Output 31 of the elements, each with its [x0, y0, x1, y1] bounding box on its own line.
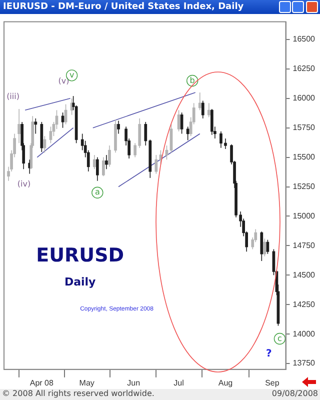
y-tick-label: 14750: [292, 240, 316, 250]
y-tick-label: 14500: [292, 270, 316, 280]
annotation: Daily: [64, 275, 96, 288]
annotation: EURUSD: [36, 244, 124, 267]
annotation: ?: [266, 348, 272, 360]
y-tick-label: 15000: [292, 211, 316, 220]
y-tick-label: 16500: [292, 34, 316, 44]
y-tick-label: 14000: [292, 329, 316, 338]
x-tick-label: Sep: [265, 378, 280, 388]
y-tick-label: 14250: [292, 300, 316, 309]
annotation: (iv): [17, 180, 31, 189]
y-tick-label: 13750: [292, 358, 316, 368]
x-tick-label: Jun: [127, 378, 140, 388]
annotation: v: [69, 70, 74, 80]
y-tick-label: 16000: [292, 94, 316, 103]
annotation: a: [94, 188, 100, 197]
annotation: (v): [58, 76, 70, 86]
x-tick-label: Aug: [218, 378, 233, 388]
x-tick-label: Jul: [174, 378, 184, 388]
annotation: b: [190, 76, 195, 85]
x-tick-label: May: [79, 378, 94, 388]
y-tick-label: 16250: [292, 64, 316, 74]
annotation: (iii): [6, 92, 20, 101]
chart-title: IEURUSD - DM-Euro / United States Index, Daily: [3, 2, 244, 12]
y-tick-label: 15250: [292, 182, 316, 191]
x-tick-label: Apr 08: [30, 378, 54, 388]
text: 09/08/2008: [272, 389, 318, 398]
text: © 2008 All rights reserved worldwide.: [2, 389, 154, 398]
y-tick-label: 15750: [292, 123, 316, 132]
annotation: c: [278, 334, 282, 343]
y-tick-label: 15500: [292, 152, 316, 162]
